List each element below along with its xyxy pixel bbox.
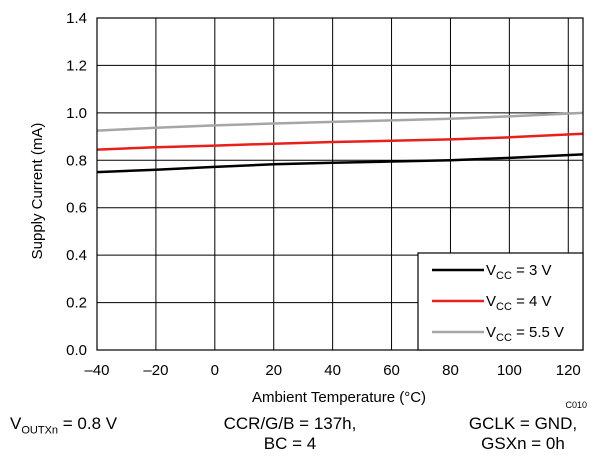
y-tick-label: 1.4 (66, 10, 87, 27)
x-tick-label: –20 (143, 362, 168, 379)
y-tick-label: 1.2 (66, 57, 87, 74)
series-line-3 (96, 111, 584, 132)
ccr-line-1: CCR/G/B = 137h, (223, 414, 357, 433)
condition-vout: VOUTXn = 0.8 V (10, 414, 117, 440)
tick-labels: –40 –20 0 20 40 60 80 100 120 0.0 0.2 0.4 0.6 0.8 1.0 1… (66, 10, 581, 379)
y-tick-label: 0.8 (66, 152, 87, 169)
condition-gclk: GCLK = GND, GSXn = 0h (450, 414, 596, 454)
gclk-line-2: GSXn = 0h (481, 434, 565, 453)
legend: VCC = 3 V VCC = 4 V VCC = 5.5 V (417, 252, 584, 351)
y-tick-label: 0.6 (66, 200, 87, 217)
vout-subscript: OUTXn (21, 424, 59, 437)
vout-symbol: V (10, 414, 22, 433)
legend-label-1: VCC = 3 V (486, 262, 552, 282)
x-tick-label: –40 (84, 362, 109, 379)
series-lines (96, 111, 584, 174)
x-tick-label: 80 (442, 362, 459, 379)
legend-label-2: VCC = 4 V (486, 293, 552, 313)
plot-border (96, 17, 584, 351)
ccr-line-2: BC = 4 (263, 434, 317, 453)
y-tick-label: 0.4 (66, 247, 87, 264)
figure-code-label: C010 (565, 400, 587, 410)
x-tick-label: 20 (265, 362, 282, 379)
vout-value: = 0.8 V (58, 414, 118, 433)
y-tick-label: 0.2 (66, 295, 87, 312)
series-line-1 (96, 153, 584, 174)
series-line-2 (96, 132, 584, 151)
x-axis-title: Ambient Temperature (°C) (252, 389, 426, 406)
x-tick-label: 40 (324, 362, 341, 379)
x-tick-label: 0 (211, 362, 219, 379)
gclk-line-1: GCLK = GND, (468, 414, 578, 433)
x-tick-label: 60 (383, 362, 400, 379)
legend-label-3: VCC = 5.5 V (486, 324, 564, 344)
x-tick-label: 100 (497, 362, 522, 379)
plot-frame (96, 17, 584, 351)
condition-ccr: CCR/G/B = 137h, BC = 4 (215, 414, 365, 454)
y-axis-title: Supply Current (mA) (29, 123, 46, 260)
y-tick-label: 0.0 (66, 342, 87, 359)
x-tick-label: 120 (556, 362, 581, 379)
y-tick-label: 1.0 (66, 105, 87, 122)
